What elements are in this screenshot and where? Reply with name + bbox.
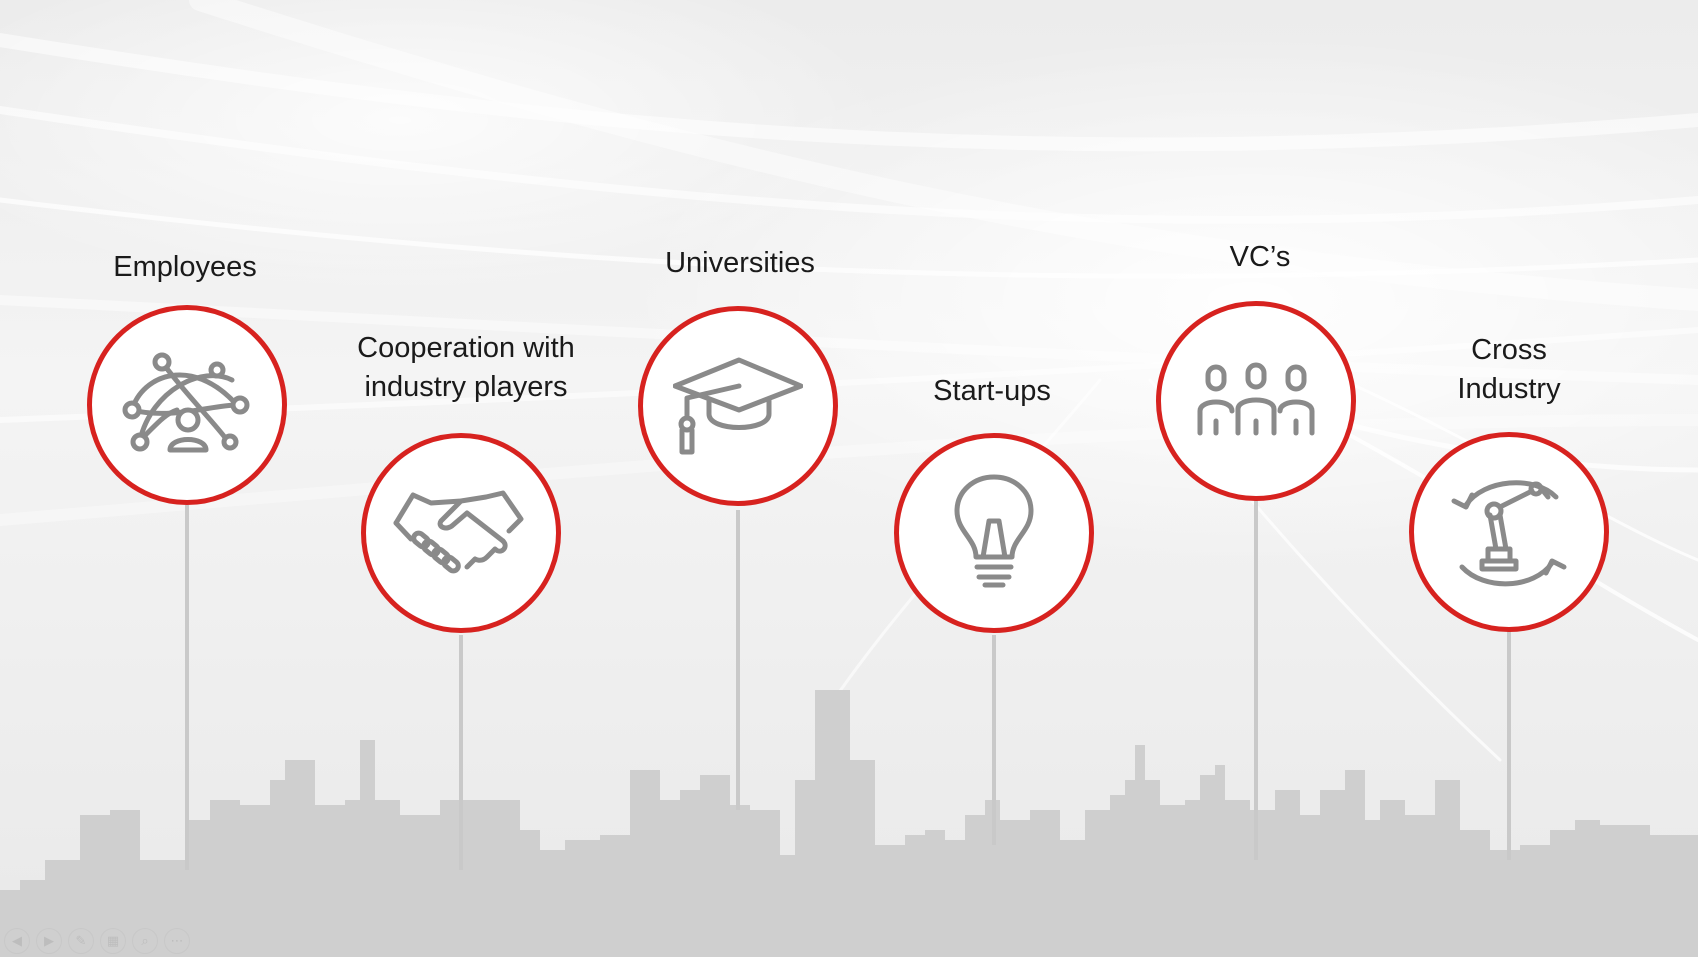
label-cooperation: Cooperation with industry players xyxy=(357,332,575,403)
label-cross-industry: Cross Industry xyxy=(1457,334,1561,405)
graduation-cap-icon xyxy=(673,357,803,455)
robot-arm-cycle-icon xyxy=(1451,480,1567,587)
more-options-button[interactable]: ⋯ xyxy=(164,928,190,954)
stem-cross-industry xyxy=(1507,630,1511,860)
stem-employees xyxy=(185,505,189,870)
network-person-icon xyxy=(122,352,250,453)
slideshow-controls: ◀ ▶ ✎ ▦ ⌕ ⋯ xyxy=(4,928,190,954)
lightbulb-icon xyxy=(954,474,1034,588)
label-vcs: VC’s xyxy=(1229,241,1291,273)
city-skyline xyxy=(0,690,1698,957)
label-employees: Employees xyxy=(113,251,257,283)
pen-tool-button[interactable]: ✎ xyxy=(68,928,94,954)
next-slide-button[interactable]: ▶ xyxy=(36,928,62,954)
zoom-button[interactable]: ⌕ xyxy=(132,928,158,954)
handshake-icon xyxy=(393,490,524,574)
previous-slide-button[interactable]: ◀ xyxy=(4,928,30,954)
circle-vcs xyxy=(1156,301,1356,501)
stem-vcs xyxy=(1254,500,1258,860)
stem-startups xyxy=(992,635,996,845)
circle-cooperation xyxy=(361,433,561,633)
stem-cooperation xyxy=(459,635,463,870)
label-startups: Start-ups xyxy=(933,375,1051,407)
slides-grid-button[interactable]: ▦ xyxy=(100,928,126,954)
stem-universities xyxy=(736,510,740,810)
circle-cross-industry xyxy=(1409,432,1609,632)
circle-startups xyxy=(894,433,1094,633)
label-universities: Universities xyxy=(665,247,815,279)
circle-universities xyxy=(638,306,838,506)
circle-employees xyxy=(87,305,287,505)
group-people-icon xyxy=(1197,362,1315,436)
